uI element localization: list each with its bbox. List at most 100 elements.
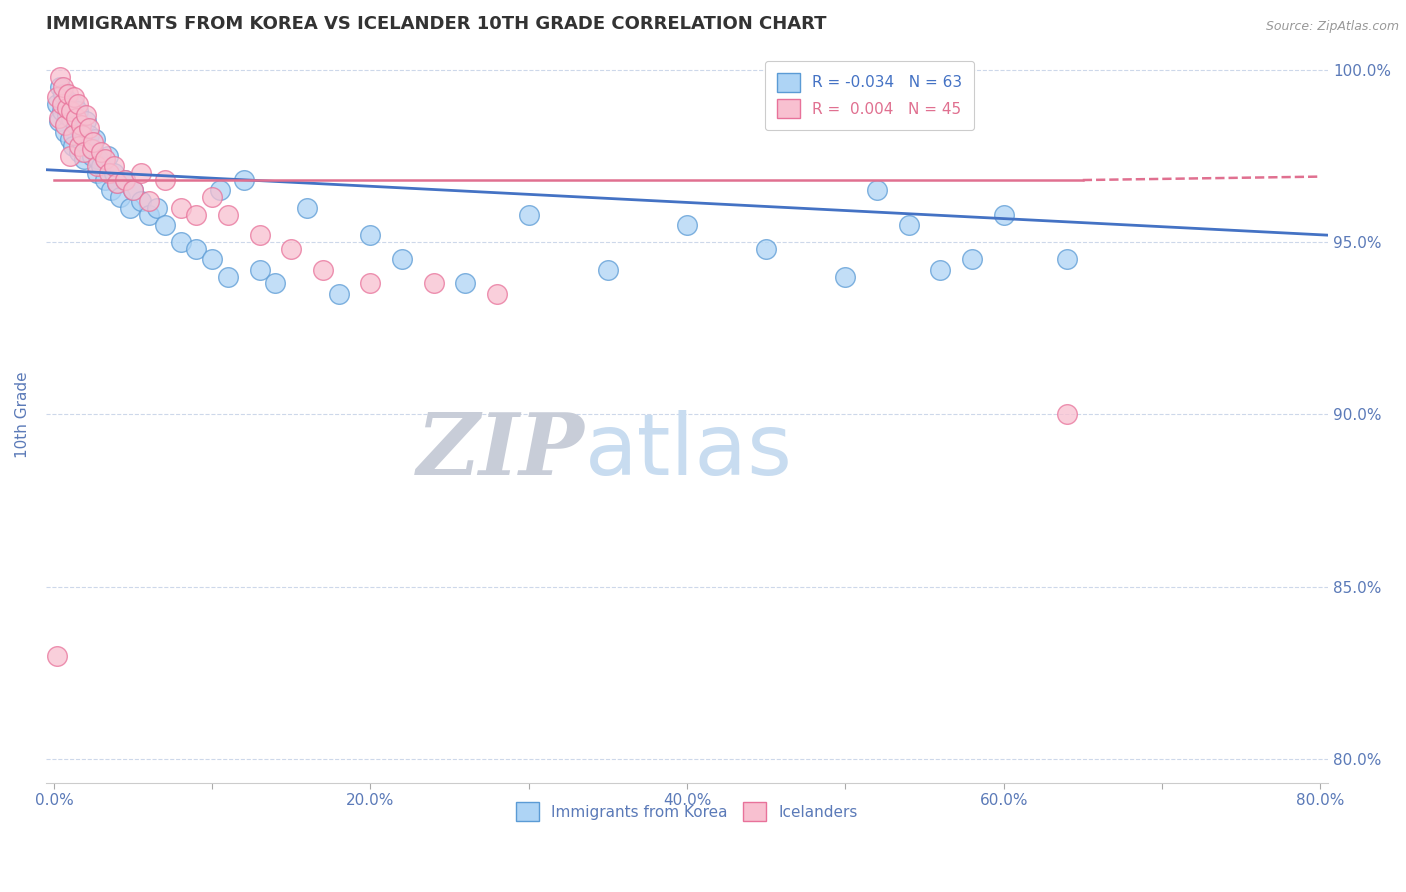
- Point: [90, 145, 112, 160]
- Point: [454, 277, 477, 291]
- Point: [146, 201, 169, 215]
- Point: [63, 97, 86, 112]
- Point: [53, 125, 76, 139]
- Point: [118, 201, 141, 215]
- Point: [423, 277, 446, 291]
- Point: [93, 153, 115, 167]
- Point: [77, 128, 100, 143]
- Point: [929, 262, 952, 277]
- Point: [66, 104, 89, 119]
- Point: [129, 194, 152, 208]
- Point: [82, 135, 104, 149]
- Point: [60, 111, 83, 125]
- Point: [359, 277, 381, 291]
- Point: [46, 97, 69, 112]
- Point: [84, 131, 107, 145]
- Point: [114, 173, 136, 187]
- Point: [866, 183, 889, 197]
- Point: [49, 80, 72, 95]
- Point: [48, 111, 70, 125]
- Point: [295, 201, 318, 215]
- Point: [65, 118, 87, 132]
- Point: [209, 183, 232, 197]
- Point: [232, 173, 254, 187]
- Text: Source: ZipAtlas.com: Source: ZipAtlas.com: [1265, 20, 1399, 33]
- Point: [186, 207, 208, 221]
- Point: [217, 207, 239, 221]
- Point: [1056, 408, 1078, 422]
- Point: [1056, 252, 1078, 267]
- Point: [201, 252, 224, 267]
- Point: [62, 128, 84, 143]
- Point: [755, 242, 778, 256]
- Point: [103, 166, 125, 180]
- Point: [169, 235, 191, 249]
- Point: [56, 87, 79, 101]
- Point: [75, 107, 97, 121]
- Point: [100, 183, 122, 197]
- Point: [103, 159, 125, 173]
- Point: [72, 135, 94, 149]
- Point: [59, 149, 82, 163]
- Point: [63, 90, 86, 104]
- Point: [169, 201, 191, 215]
- Point: [56, 94, 79, 108]
- Point: [834, 269, 856, 284]
- Point: [59, 131, 82, 145]
- Point: [217, 269, 239, 284]
- Point: [46, 648, 69, 663]
- Point: [82, 142, 104, 156]
- Point: [960, 252, 983, 267]
- Point: [52, 80, 75, 95]
- Point: [80, 149, 103, 163]
- Point: [993, 207, 1015, 221]
- Point: [98, 166, 121, 180]
- Point: [75, 114, 97, 128]
- Text: ZIP: ZIP: [416, 409, 585, 493]
- Point: [80, 142, 103, 156]
- Point: [153, 173, 176, 187]
- Point: [201, 190, 224, 204]
- Point: [60, 104, 83, 119]
- Point: [280, 242, 302, 256]
- Point: [129, 166, 152, 180]
- Point: [69, 118, 91, 132]
- Point: [51, 104, 73, 119]
- Point: [105, 177, 128, 191]
- Point: [55, 101, 77, 115]
- Point: [67, 138, 90, 153]
- Point: [77, 121, 100, 136]
- Y-axis label: 10th Grade: 10th Grade: [15, 371, 30, 458]
- Point: [55, 107, 77, 121]
- Point: [97, 149, 120, 163]
- Point: [138, 194, 160, 208]
- Point: [46, 90, 69, 104]
- Point: [86, 166, 108, 180]
- Point: [110, 190, 132, 204]
- Point: [122, 183, 145, 197]
- Point: [486, 286, 509, 301]
- Point: [897, 218, 920, 232]
- Point: [73, 153, 96, 167]
- Point: [328, 286, 350, 301]
- Point: [122, 183, 145, 197]
- Point: [62, 138, 84, 153]
- Point: [65, 111, 87, 125]
- Point: [93, 173, 115, 187]
- Point: [517, 207, 540, 221]
- Point: [86, 159, 108, 173]
- Point: [90, 159, 112, 173]
- Point: [249, 262, 271, 277]
- Point: [66, 97, 89, 112]
- Point: [51, 97, 73, 112]
- Point: [114, 173, 136, 187]
- Point: [72, 128, 94, 143]
- Point: [105, 177, 128, 191]
- Point: [153, 218, 176, 232]
- Point: [249, 228, 271, 243]
- Point: [49, 70, 72, 84]
- Text: IMMIGRANTS FROM KOREA VS ICELANDER 10TH GRADE CORRELATION CHART: IMMIGRANTS FROM KOREA VS ICELANDER 10TH …: [46, 15, 827, 33]
- Point: [359, 228, 381, 243]
- Point: [676, 218, 699, 232]
- Point: [48, 114, 70, 128]
